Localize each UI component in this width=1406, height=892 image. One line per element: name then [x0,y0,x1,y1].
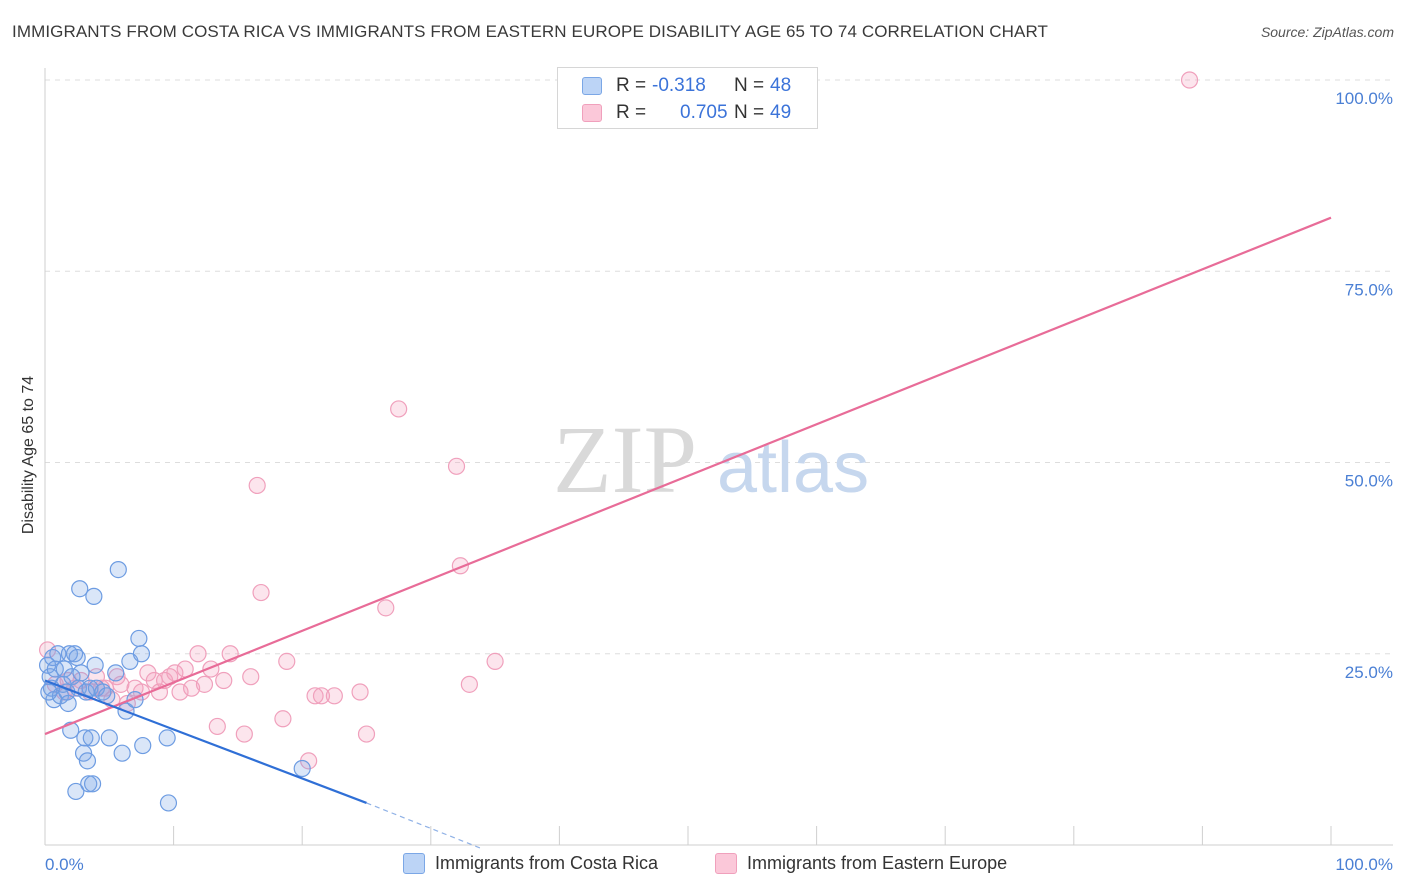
legend-n-value: 49 [770,102,792,123]
point-costa-rica [134,736,152,755]
point-eastern-europe [274,710,292,728]
legend-swatch-pink [582,104,602,122]
point-costa-rica [67,782,85,801]
watermark-atlas: atlas [717,428,869,508]
chart-title: IMMIGRANTS FROM COSTA RICA VS IMMIGRANTS… [12,22,1049,41]
x-tick-labels: 0.0% 100.0% [45,855,1393,874]
correlation-legend: R = -0.318 N = 48 R = 0.705 N = 49 [557,67,818,129]
y-tick-label: 100.0% [1335,89,1393,108]
bottom-legend-label: Immigrants from Eastern Europe [747,853,1008,873]
point-costa-rica [109,560,127,579]
point-costa-rica [72,664,90,682]
legend-r-value: 0.705 [680,102,728,123]
legend-r-label: R = [616,75,647,96]
legend-n-value: 48 [770,75,792,96]
x-tick-label: 100.0% [1335,855,1393,874]
point-costa-rica [86,656,104,674]
bottom-legend-label: Immigrants from Costa Rica [435,853,659,873]
point-costa-rica [107,664,125,682]
point-costa-rica [100,729,118,747]
trend-line-eastern-europe [44,216,1332,736]
point-eastern-europe [278,652,296,671]
point-costa-rica [85,587,103,605]
grid-lines [45,79,1393,655]
point-eastern-europe [252,583,270,602]
point-eastern-europe [486,652,504,671]
point-costa-rica [130,629,148,648]
axes [44,68,1393,846]
point-costa-rica [83,775,102,793]
y-tick-labels: 25.0% 50.0% 75.0% 100.0% [1335,89,1393,682]
point-eastern-europe [312,687,331,705]
point-eastern-europe [1180,71,1199,89]
point-eastern-europe [235,725,253,743]
watermark: ZIP atlas [553,406,869,513]
point-costa-rica [132,645,151,663]
point-costa-rica [60,645,79,663]
point-costa-rica [71,580,89,598]
point-eastern-europe [183,679,201,697]
point-eastern-europe [325,687,343,705]
point-costa-rica [59,694,77,713]
legend-swatch-blue [582,77,602,95]
point-eastern-europe [215,671,233,690]
point-costa-rica [80,775,98,793]
point-eastern-europe [208,717,226,736]
point-costa-rica [68,648,86,667]
point-eastern-europe [390,400,408,418]
point-costa-rica [158,729,176,747]
trend-lines [44,216,1332,850]
x-tick-label: 0.0% [45,855,84,874]
point-eastern-europe [351,683,369,701]
point-costa-rica [293,759,311,778]
point-eastern-europe [357,725,376,743]
point-costa-rica [40,683,58,701]
y-tick-label: 75.0% [1345,280,1393,299]
series-costa-rica-points [38,560,311,812]
point-eastern-europe [447,457,466,475]
legend-r-label: R = [616,102,647,123]
legend-n-label: N = [734,102,765,123]
point-costa-rica [159,794,178,812]
trend-line-costa-rica [44,679,367,804]
watermark-zip: ZIP [553,406,697,513]
trend-line-costa-rica-extension [366,802,483,850]
point-eastern-europe [242,668,260,686]
bottom-legend-swatch-pink [715,853,737,874]
point-costa-rica [76,729,94,747]
point-eastern-europe [460,675,478,693]
point-eastern-europe [248,476,266,495]
point-costa-rica [113,744,131,762]
legend-r-value: -0.318 [652,75,706,96]
y-axis-label: Disability Age 65 to 74 [20,376,37,534]
y-tick-label: 25.0% [1345,663,1393,682]
point-eastern-europe [306,687,324,705]
point-costa-rica [82,729,100,747]
point-costa-rica [78,752,97,770]
bottom-legend-swatch-blue [403,853,425,874]
point-costa-rica [81,679,99,697]
point-eastern-europe [195,675,214,693]
source-label: Source: ZipAtlas.com [1260,24,1394,40]
legend-n-label: N = [734,75,765,96]
y-tick-label: 50.0% [1345,472,1393,491]
point-eastern-europe [189,645,207,663]
point-eastern-europe [377,599,395,617]
